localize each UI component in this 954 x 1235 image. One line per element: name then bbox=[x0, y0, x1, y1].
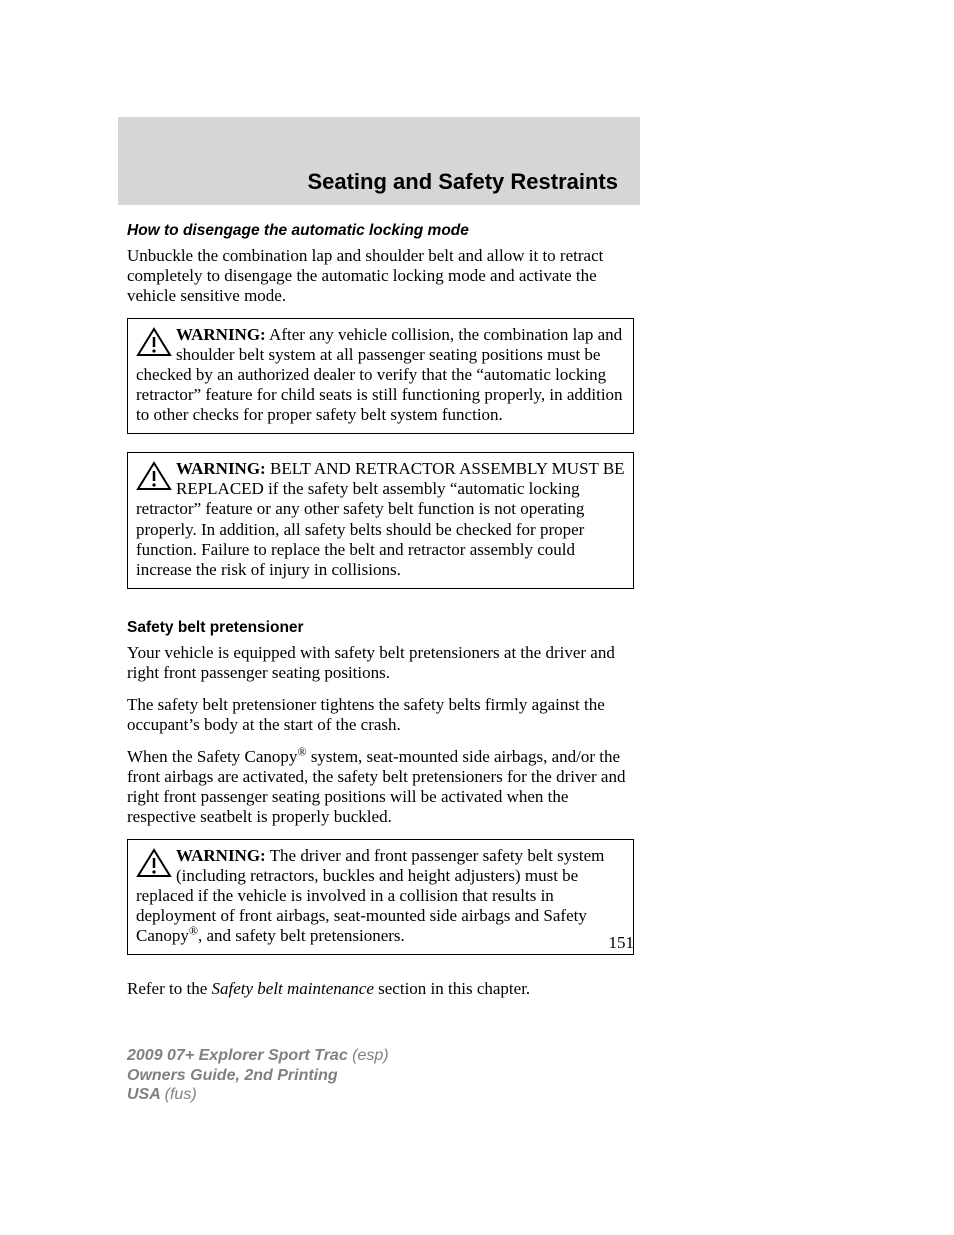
footer-model: 2009 07+ Explorer Sport Trac bbox=[127, 1047, 352, 1064]
body-paragraph: When the Safety Canopy® system, seat-mou… bbox=[127, 747, 634, 827]
warning-box-2: WARNING: BELT AND RETRACTOR ASSEMBLY MUS… bbox=[127, 452, 634, 588]
warning-box-1: WARNING: After any vehicle collision, th… bbox=[127, 318, 634, 434]
ref-italic: Safety belt maintenance bbox=[212, 979, 374, 998]
footer-block: 2009 07+ Explorer Sport Trac (esp) Owner… bbox=[127, 1046, 389, 1105]
section-heading-disengage: How to disengage the automatic locking m… bbox=[127, 222, 634, 240]
footer-code: (fus) bbox=[165, 1086, 197, 1103]
page-number: 151 bbox=[127, 933, 634, 953]
warning-label: WARNING: bbox=[176, 459, 266, 478]
page-content: How to disengage the automatic locking m… bbox=[127, 222, 634, 999]
footer-line-2: Owners Guide, 2nd Printing bbox=[127, 1066, 389, 1086]
warning-triangle-icon bbox=[136, 848, 172, 878]
ref-pre: Refer to the bbox=[127, 979, 212, 998]
chapter-title: Seating and Safety Restraints bbox=[307, 169, 618, 195]
body-paragraph: Unbuckle the combination lap and shoulde… bbox=[127, 246, 634, 306]
warning-triangle-icon bbox=[136, 327, 172, 357]
registered-mark: ® bbox=[297, 744, 306, 758]
chapter-header-band: Seating and Safety Restraints bbox=[118, 117, 640, 205]
reference-line: Refer to the Safety belt maintenance sec… bbox=[127, 979, 634, 999]
body-paragraph: Your vehicle is equipped with safety bel… bbox=[127, 643, 634, 683]
warning-triangle-icon bbox=[136, 461, 172, 491]
footer-line-1: 2009 07+ Explorer Sport Trac (esp) bbox=[127, 1046, 389, 1066]
footer-line-3: USA (fus) bbox=[127, 1085, 389, 1105]
warning-label: WARNING: bbox=[176, 846, 266, 865]
footer-code: (esp) bbox=[352, 1047, 388, 1064]
body-paragraph: The safety belt pretensioner tightens th… bbox=[127, 695, 634, 735]
footer-region: USA bbox=[127, 1086, 165, 1103]
section-heading-pretensioner: Safety belt pretensioner bbox=[127, 619, 634, 637]
ref-post: section in this chapter. bbox=[374, 979, 530, 998]
body-text-fragment: When the Safety Canopy bbox=[127, 747, 297, 766]
warning-label: WARNING: bbox=[176, 325, 266, 344]
